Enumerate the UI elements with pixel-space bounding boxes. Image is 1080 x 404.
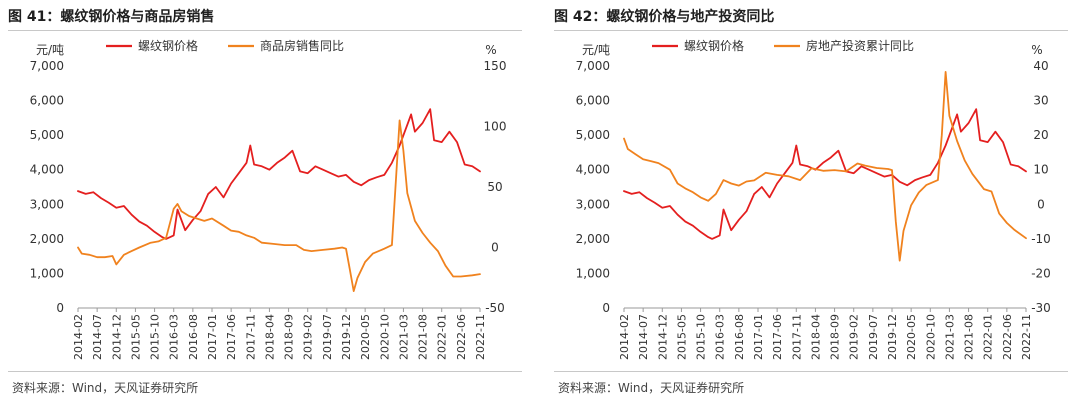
x-tick-label: 2019-12	[886, 314, 899, 360]
y-left-tick-label: 1,000	[576, 266, 610, 280]
x-tick-label: 2022-06	[1001, 314, 1014, 360]
title-divider	[8, 30, 522, 31]
chart-panel-2: 图 42：螺纹钢价格与地产投资同比 元/吨% 0 1,000 2,000 3,000 4,…	[554, 0, 1074, 404]
y-left-unit-label: 元/吨	[582, 43, 610, 57]
x-tick-label: 2022-01	[982, 314, 995, 360]
x-tick-label: 2014-07	[91, 314, 104, 360]
y-right-tick-label: 0	[491, 241, 499, 255]
chart-1: 元/吨 % 0 1,000 2,000 3,000 4,000 5,000 6,000 7,000…	[30, 38, 507, 360]
y-left-tick-label: 4,000	[576, 163, 610, 177]
x-tick-label: 2015-10	[695, 314, 708, 360]
x-tick-label: 2014-07	[637, 314, 650, 360]
x-tick-label: 2018-09	[283, 314, 296, 360]
y-left-tick-label: 0	[602, 301, 610, 315]
y-left-tick-label: 5,000	[30, 128, 64, 142]
y-right-tick-label: -20	[1031, 266, 1051, 280]
legend-label-0: 螺纹钢价格	[684, 38, 744, 53]
y-left-tick-label: 0	[56, 301, 64, 315]
x-tick-label: 2014-12	[110, 314, 123, 360]
x-tick-label: 2018-09	[829, 314, 842, 360]
chart-panel-1: 图 41：螺纹钢价格与商品房销售 元/吨% 0 1,000 2,000 3,000 4,0…	[8, 0, 528, 404]
x-tick-label: 2020-10	[924, 314, 937, 360]
y-left-tick-label: 2,000	[576, 232, 610, 246]
title-divider	[554, 30, 1068, 31]
y-left-tick-label: 7,000	[30, 59, 64, 73]
x-tick-label: 2019-02	[848, 314, 861, 360]
x-tick-label: 2020-05	[905, 314, 918, 360]
x-tick-label: 2018-04	[809, 314, 822, 360]
y-left-tick-label: 2,000	[30, 232, 64, 246]
x-tick-label: 2016-08	[733, 314, 746, 360]
x-tick-label: 2017-11	[790, 314, 803, 360]
y-left-tick-label: 3,000	[576, 197, 610, 211]
x-tick-label: 2019-07	[867, 314, 880, 360]
y-left-unit-label: 元/吨	[36, 43, 64, 57]
series-line-1	[623, 71, 1027, 262]
y-right-tick-label: 150	[484, 59, 507, 73]
y-left-tick-label: 3,000	[30, 197, 64, 211]
x-tick-label: 2017-06	[771, 314, 784, 360]
legend-label-0: 螺纹钢价格	[138, 38, 198, 53]
x-tick-label: 2021-08	[417, 314, 430, 360]
x-tick-label: 2019-07	[321, 314, 334, 360]
x-tick-label: 2020-10	[378, 314, 391, 360]
x-tick-label: 2016-03	[714, 314, 727, 360]
x-tick-label: 2015-10	[149, 314, 162, 360]
y-left-tick-label: 6,000	[576, 94, 610, 108]
x-tick-label: 2017-06	[225, 314, 238, 360]
x-tick-label: 2014-02	[72, 314, 85, 360]
x-tick-label: 2019-02	[302, 314, 315, 360]
source-divider	[8, 371, 522, 372]
x-tick-label: 2014-02	[618, 314, 631, 360]
y-right-tick-label: 30	[1033, 94, 1048, 108]
y-left-tick-label: 6,000	[30, 94, 64, 108]
y-right-tick-label: -50	[485, 301, 505, 315]
source-note: 资料来源：Wind，天风证券研究所	[12, 381, 199, 395]
series-line-1	[77, 119, 481, 293]
source-divider	[554, 371, 1068, 372]
x-tick-label: 2015-05	[675, 314, 688, 360]
y-right-tick-label: -30	[1031, 301, 1051, 315]
x-tick-label: 2016-08	[187, 314, 200, 360]
y-right-tick-label: -10	[1031, 232, 1051, 246]
chart-2: 元/吨 % 0 1,000 2,000 3,000 4,000 5,000 6,000 7,000…	[576, 38, 1051, 360]
y-left-tick-label: 4,000	[30, 163, 64, 177]
y-left-tick-label: 5,000	[576, 128, 610, 142]
y-left-tick-label: 1,000	[30, 266, 64, 280]
x-tick-label: 2020-05	[359, 314, 372, 360]
x-tick-label: 2019-12	[340, 314, 353, 360]
x-tick-label: 2021-03	[397, 314, 410, 360]
chart-title: 图 41：螺纹钢价格与商品房销售	[8, 9, 215, 25]
chart-title: 图 42：螺纹钢价格与地产投资同比	[554, 9, 775, 25]
x-tick-label: 2022-11	[474, 314, 487, 360]
y-right-tick-label: 10	[1033, 163, 1048, 177]
source-note: 资料来源：Wind，天风证券研究所	[558, 381, 745, 395]
y-right-tick-label: 100	[484, 120, 507, 134]
y-right-tick-label: 20	[1033, 128, 1048, 142]
y-left-tick-label: 7,000	[576, 59, 610, 73]
x-tick-label: 2017-01	[752, 314, 765, 360]
y-right-tick-label: 40	[1033, 59, 1048, 73]
x-tick-label: 2021-08	[963, 314, 976, 360]
x-tick-label: 2014-12	[656, 314, 669, 360]
x-tick-label: 2015-05	[129, 314, 142, 360]
y-right-tick-label: 50	[487, 180, 502, 194]
x-tick-label: 2016-03	[168, 314, 181, 360]
series-line-0	[77, 108, 481, 240]
y-right-tick-label: 0	[1037, 197, 1045, 211]
x-tick-label: 2022-01	[436, 314, 449, 360]
y-right-unit-label: %	[485, 43, 496, 57]
x-tick-label: 2022-06	[455, 314, 468, 360]
x-tick-label: 2017-01	[206, 314, 219, 360]
x-tick-label: 2017-11	[244, 314, 257, 360]
x-tick-label: 2022-11	[1020, 314, 1033, 360]
x-tick-label: 2018-04	[263, 314, 276, 360]
x-tick-label: 2021-03	[943, 314, 956, 360]
y-right-unit-label: %	[1031, 43, 1042, 57]
legend-label-1: 房地产投资累计同比	[806, 38, 914, 53]
legend-label-1: 商品房销售同比	[260, 38, 344, 53]
series-line-0	[623, 108, 1027, 240]
